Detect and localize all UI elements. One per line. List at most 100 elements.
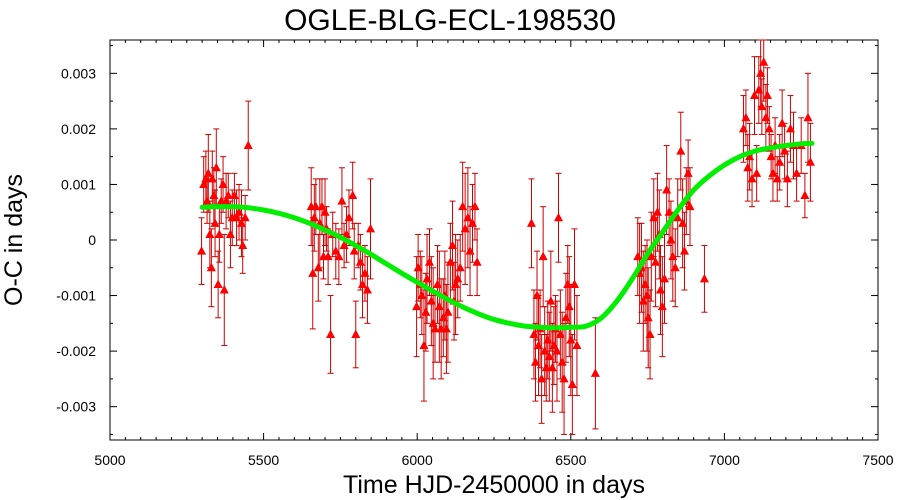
data-point: [337, 196, 347, 205]
model-line: [199, 140, 815, 331]
data-point: [659, 273, 669, 283]
x-tick-label: 5000: [94, 452, 125, 468]
y-axis: -0.003 -0.002 -0.001 0 0.001 0.002 0.003: [56, 45, 878, 435]
data-point: [546, 296, 556, 305]
data-point: [209, 190, 219, 200]
data-point: [792, 168, 802, 177]
data-point: [458, 201, 468, 211]
data-point: [236, 218, 246, 227]
data-point: [590, 368, 600, 377]
data-point: [541, 362, 551, 372]
data-point: [432, 279, 442, 288]
x-tick-label: 5500: [248, 452, 279, 468]
data-point: [699, 273, 709, 283]
data-point: [741, 112, 751, 122]
data-point: [569, 279, 579, 288]
data-point: [455, 262, 465, 272]
data-point: [572, 340, 582, 350]
data-point: [221, 196, 231, 205]
data-point: [413, 262, 423, 272]
data-point: [651, 257, 661, 266]
data-point: [685, 201, 695, 211]
data-point: [766, 151, 776, 161]
data-point: [426, 296, 436, 305]
data-point: [646, 251, 656, 261]
data-point: [538, 251, 548, 261]
data-point: [351, 329, 361, 338]
data-point: [557, 357, 567, 366]
data-point: [633, 251, 643, 261]
data-point: [197, 246, 207, 255]
data-point: [559, 373, 569, 383]
data-point: [566, 335, 576, 344]
plot-frame: [109, 39, 879, 441]
data-point: [349, 246, 359, 255]
data-point: [419, 340, 429, 350]
data-point: [532, 290, 542, 300]
data-point: [645, 329, 655, 338]
data-point: [358, 279, 368, 288]
data-point: [750, 90, 760, 100]
data-point: [206, 262, 216, 272]
data-point: [668, 251, 678, 261]
data-point: [210, 218, 220, 227]
data-point: [777, 118, 787, 127]
data-point: [529, 329, 539, 338]
x-axis: 5000 5500 6000 6500 7000 7500: [94, 40, 894, 468]
data-point: [549, 340, 559, 350]
data-point: [563, 279, 573, 288]
data-point: [754, 85, 764, 94]
data-point: [308, 268, 318, 277]
data-point: [326, 329, 336, 338]
data-point: [664, 207, 674, 216]
data-point: [670, 262, 680, 272]
data-point: [218, 179, 228, 188]
data-point: [313, 262, 323, 272]
data-point: [782, 173, 792, 183]
data-point: [320, 207, 330, 216]
data-point: [642, 290, 652, 300]
data-point: [743, 162, 753, 172]
data-point: [232, 212, 242, 222]
data-point: [643, 312, 653, 322]
data-point: [564, 301, 574, 311]
data-point: [666, 235, 676, 244]
data-point: [309, 212, 319, 222]
data-point: [465, 246, 475, 255]
data-point: [463, 212, 473, 222]
data-point: [424, 257, 434, 266]
data-point: [225, 229, 235, 238]
data-point: [223, 190, 233, 200]
x-tick-label: 6000: [402, 452, 433, 468]
data-point: [567, 379, 577, 388]
data-point: [738, 123, 748, 133]
data-point: [451, 279, 461, 288]
data-point: [355, 257, 365, 266]
data-point: [202, 196, 212, 205]
data-point: [526, 218, 536, 227]
data-point: [441, 323, 451, 333]
data-point: [201, 173, 211, 183]
data-point: [339, 240, 349, 250]
data-point: [547, 362, 557, 372]
data-point: [638, 296, 648, 305]
data-point: [800, 190, 810, 200]
data-point: [678, 218, 688, 227]
data-point: [554, 212, 564, 222]
y-tick-label: -0.003: [56, 399, 96, 415]
data-point: [772, 173, 782, 183]
data-point: [640, 279, 650, 288]
data-point: [540, 346, 550, 355]
data-point: [561, 312, 571, 322]
data-point: [211, 162, 221, 172]
data-point: [764, 123, 774, 133]
data-point: [756, 68, 766, 77]
data-point: [673, 212, 683, 222]
data-point: [537, 373, 547, 383]
data-point: [219, 285, 229, 294]
data-point: [752, 168, 762, 177]
data-point: [214, 229, 224, 238]
y-axis-label: O-C in days: [0, 174, 28, 306]
data-point: [470, 201, 480, 211]
